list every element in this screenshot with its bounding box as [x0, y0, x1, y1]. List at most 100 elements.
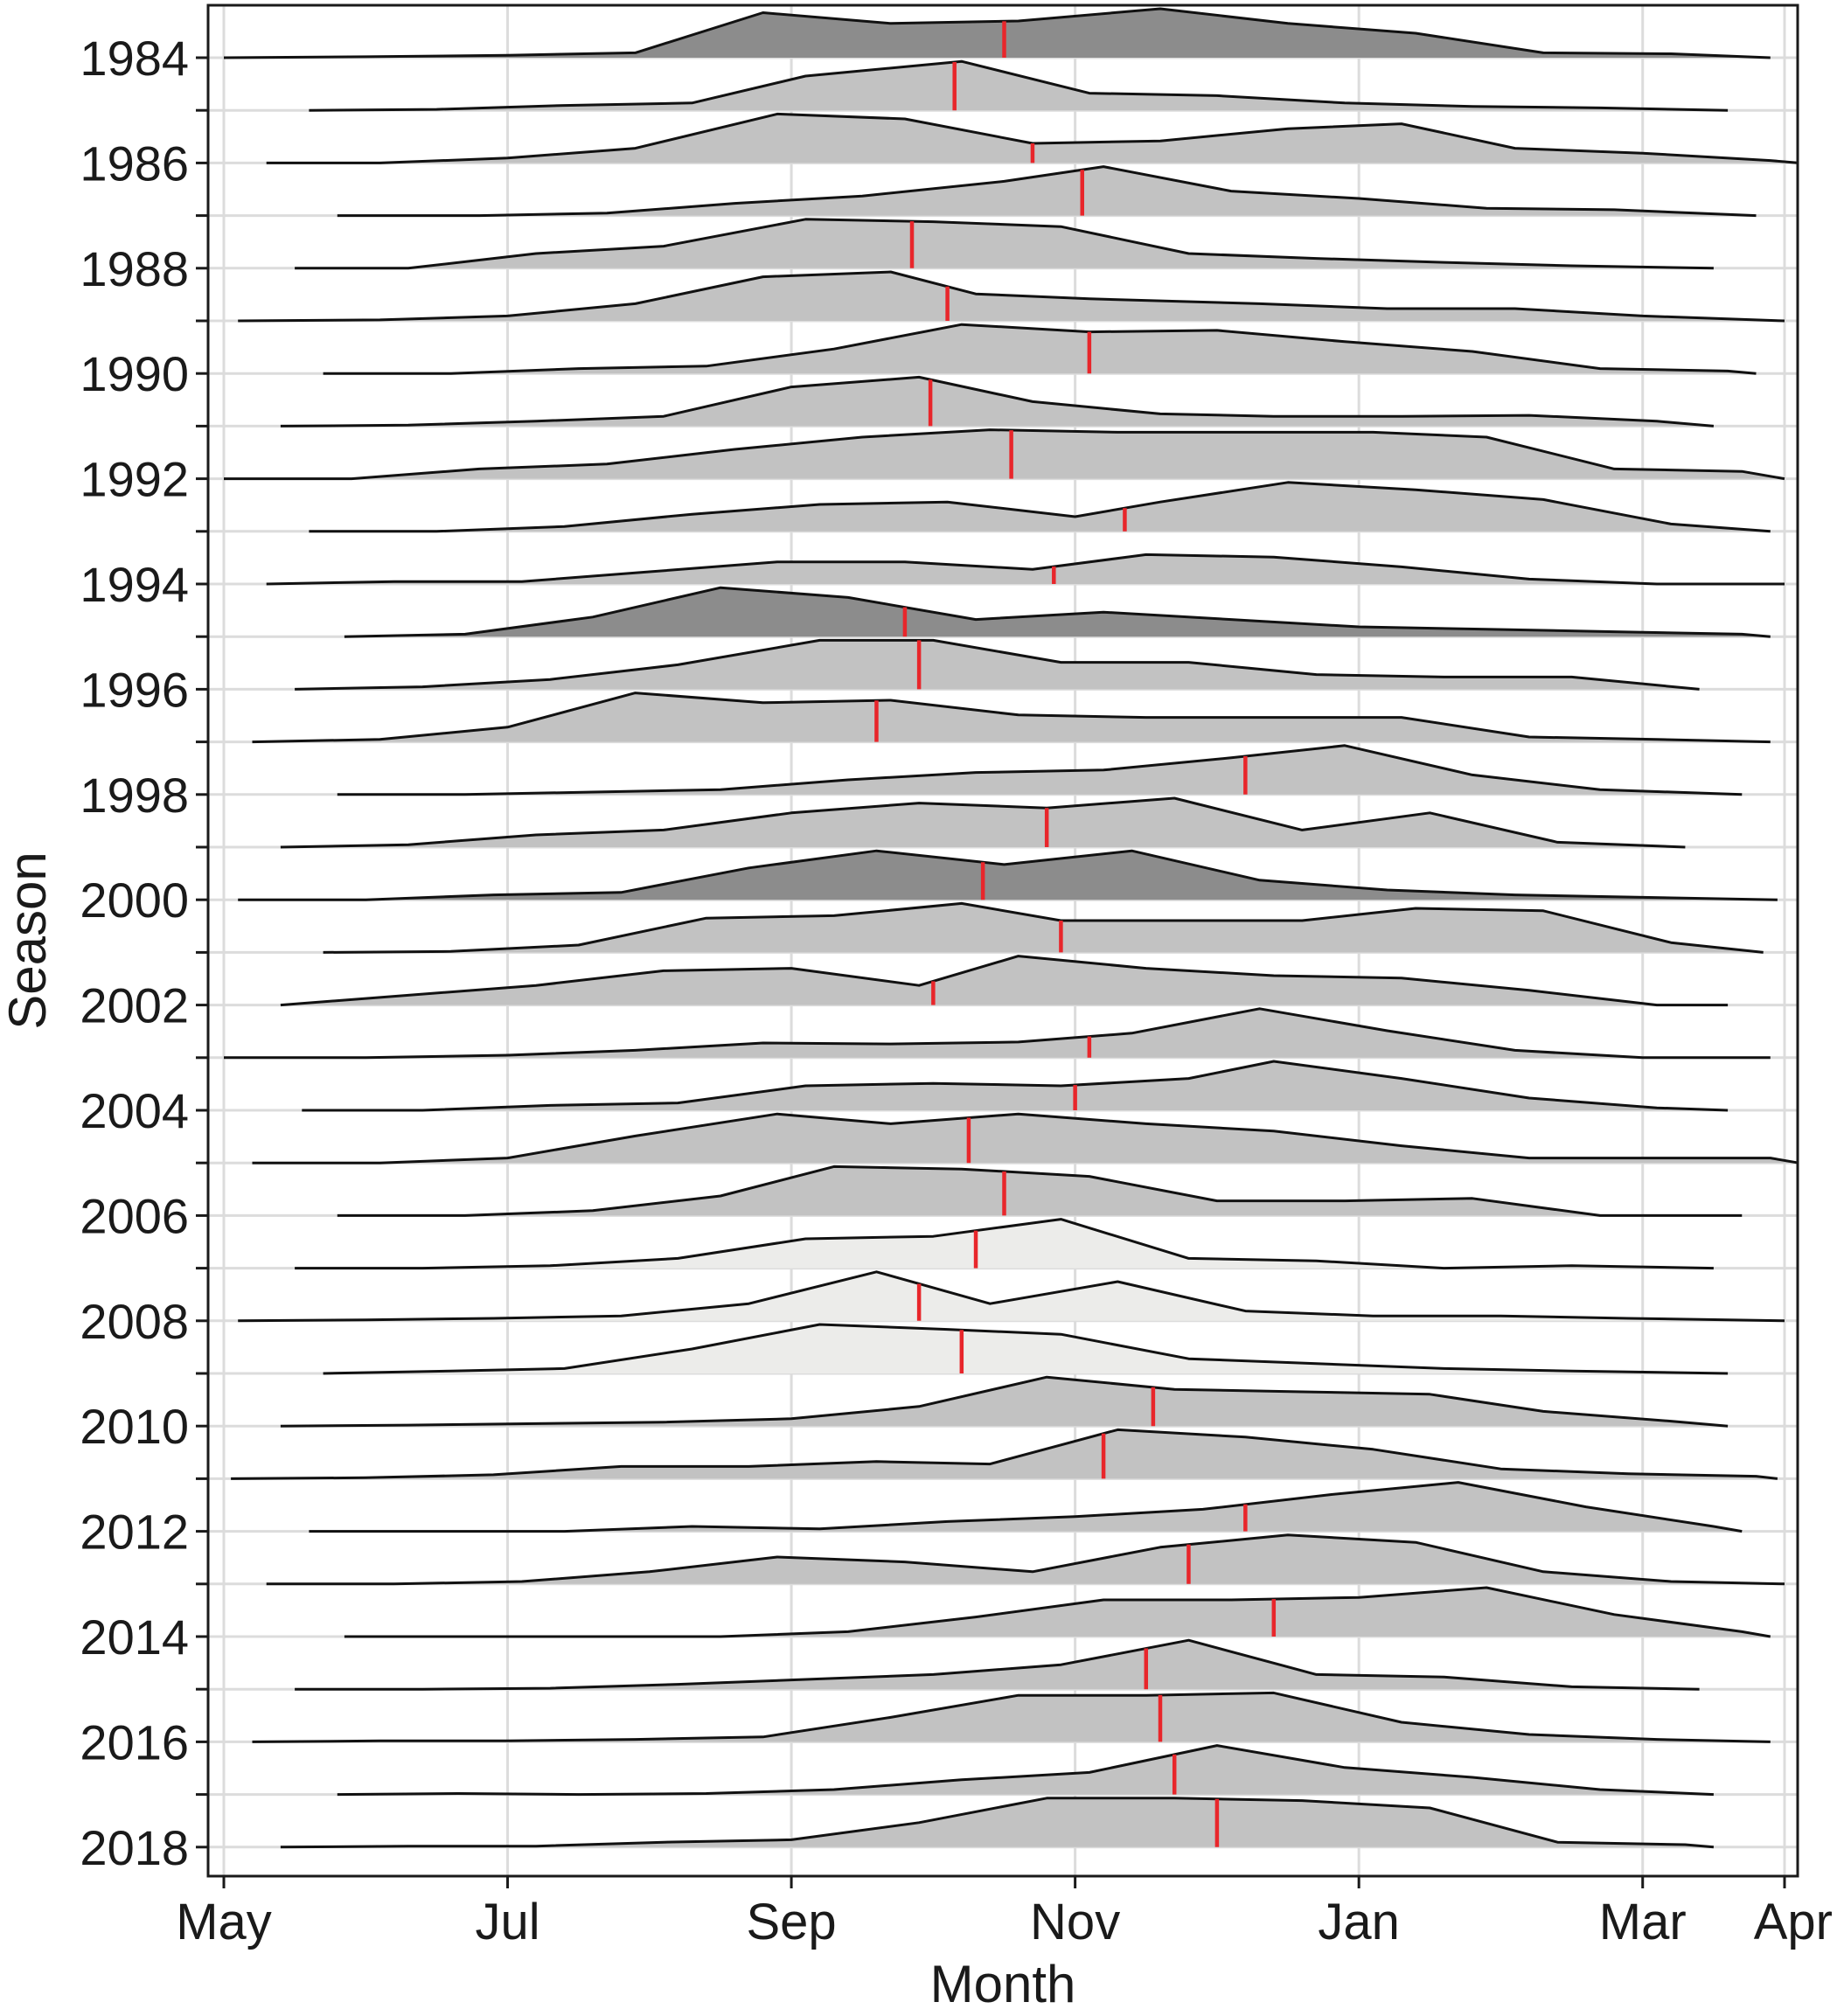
y-tick-label: 2008: [80, 1294, 189, 1349]
plot-frame: [206, 3, 1799, 1878]
y-tick-label: 1988: [80, 241, 189, 296]
x-axis-title: Month: [930, 1955, 1076, 2012]
y-tick-label: 2004: [80, 1083, 189, 1138]
ridge-1985: [309, 59, 1729, 112]
ridge-outline: [337, 165, 1757, 218]
ridge-1993: [309, 481, 1771, 533]
ridge-outline: [231, 1428, 1778, 1480]
x-tick-label: Mar: [1599, 1894, 1687, 1950]
ridge-fill: [337, 745, 1743, 795]
y-tick-label: 2006: [80, 1188, 189, 1243]
ridge-outline: [266, 553, 1785, 586]
ridge-2008: [238, 1270, 1785, 1323]
axis-layer: 1984 1986 1988 1990 1992 1994 1996 1998 2000 2002…: [80, 31, 1833, 1950]
x-tick-label: Sep: [746, 1894, 836, 1950]
ridge-fill: [280, 956, 1729, 1005]
ridge-outline: [344, 1586, 1771, 1638]
y-tick-label: 2018: [80, 1820, 189, 1875]
ridge-1987: [337, 165, 1757, 218]
ridge-outline: [280, 1797, 1715, 1849]
ridge-outline: [309, 1481, 1743, 1533]
ridge-2004: [302, 1060, 1729, 1112]
ridge-outline: [309, 481, 1771, 533]
ridge-fill: [295, 1640, 1700, 1690]
ridge-fill: [337, 1745, 1714, 1795]
x-tick-label: May: [176, 1894, 272, 1950]
y-tick-label: 1998: [80, 768, 189, 823]
ridge-2013: [266, 1533, 1785, 1586]
ridge-fill: [238, 1271, 1785, 1321]
ridge-2006: [337, 1164, 1743, 1217]
ridge-fill: [344, 1588, 1771, 1637]
ridge-2012: [309, 1481, 1743, 1533]
y-tick-label: 2014: [80, 1609, 189, 1665]
ridge-outline: [309, 59, 1729, 112]
ridge-2003: [224, 1007, 1771, 1060]
x-tick-label: Nov: [1030, 1894, 1120, 1950]
ridge-outline: [295, 638, 1700, 691]
ridge-2001: [323, 901, 1764, 954]
ridge-outline: [323, 1323, 1729, 1375]
ridge-fill: [280, 1377, 1729, 1427]
x-tick-label: Jan: [1318, 1894, 1400, 1950]
y-tick-label: 2010: [80, 1399, 189, 1454]
ridge-outline: [252, 692, 1771, 744]
ridge-outline: [295, 218, 1714, 270]
ridge-outline: [266, 1533, 1785, 1586]
ridge-outline: [280, 375, 1715, 428]
x-tick-label: Jul: [475, 1894, 539, 1950]
y-tick-label: 1986: [80, 136, 189, 191]
ridge-1988: [295, 218, 1714, 270]
median-layer: [874, 21, 1277, 1847]
x-tick-label: Apr: [1754, 1894, 1833, 1950]
ridge-1998: [337, 744, 1743, 796]
ridge-2016: [252, 1691, 1771, 1743]
ridge-2002: [280, 955, 1729, 1007]
ridge-outline: [280, 1375, 1729, 1428]
ridge-fill: [266, 1534, 1785, 1584]
ridge-fill: [309, 61, 1729, 111]
ridge-2014: [344, 1586, 1771, 1638]
y-tick-label: 2016: [80, 1714, 189, 1769]
ridge-outline: [238, 270, 1785, 323]
ridge-fill: [280, 1797, 1714, 1847]
ridge-1990: [323, 323, 1757, 375]
ridge-fill: [295, 1219, 1714, 1269]
ridge-outline: [223, 7, 1771, 59]
ridge-outline: [224, 428, 1785, 481]
ridge-2010: [280, 1375, 1729, 1428]
ridge-outline: [280, 955, 1729, 1007]
ridge-1986: [266, 112, 1799, 164]
ridge-fill: [224, 9, 1771, 58]
ridge-2005: [252, 1112, 1799, 1164]
ridge-fill: [295, 640, 1700, 690]
ridge-1984: [223, 7, 1771, 59]
y-tick-label: 2000: [80, 872, 189, 928]
ridge-fill: [295, 219, 1714, 268]
ridge-outline: [238, 1270, 1785, 1323]
ridge-1999: [280, 796, 1686, 849]
ridge-2007: [295, 1218, 1714, 1270]
ridge-layer: [223, 7, 1799, 1849]
ridge-fill: [344, 587, 1771, 637]
y-tick-label: 1994: [80, 557, 189, 612]
ridge-1989: [238, 270, 1785, 323]
ridge-fill: [309, 482, 1771, 532]
ridge-fill: [252, 1693, 1771, 1742]
y-tick-label: 1984: [80, 31, 189, 86]
ridge-outline: [337, 744, 1743, 796]
ridge-outline: [266, 112, 1799, 164]
ridge-2000: [238, 849, 1778, 901]
y-tick-label: 1990: [80, 346, 189, 401]
ridge-1991: [280, 375, 1715, 428]
ridge-outline: [280, 796, 1686, 849]
ridge-outline: [344, 586, 1771, 638]
ridge-2017: [337, 1744, 1714, 1797]
y-tick-label: 1996: [80, 662, 189, 717]
ridge-2011: [231, 1428, 1778, 1480]
ridge-outline: [224, 1007, 1771, 1060]
ridge-fill: [224, 429, 1785, 479]
ridge-outline: [295, 1218, 1714, 1270]
y-tick-label: 2002: [80, 978, 189, 1033]
